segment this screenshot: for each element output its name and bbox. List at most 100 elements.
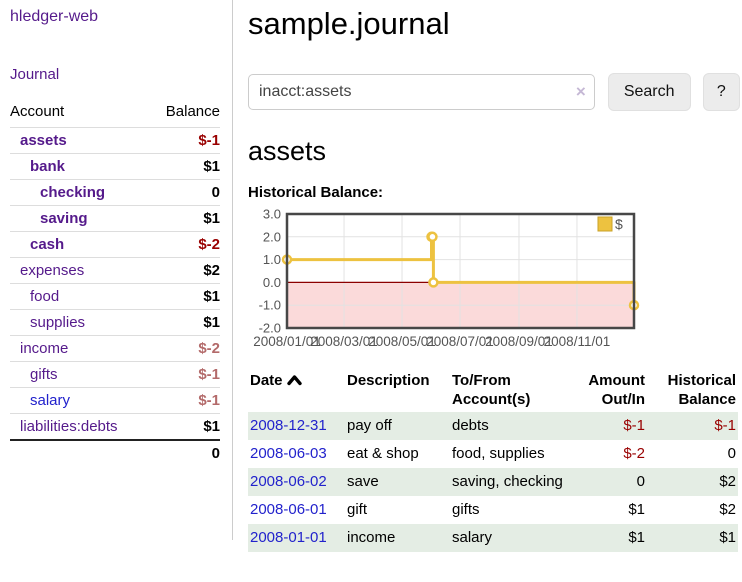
sidebar-item-journal[interactable]: Journal — [10, 66, 60, 83]
transaction-date-link[interactable]: 2008-06-03 — [250, 445, 327, 462]
transaction-description: income — [347, 529, 396, 546]
account-link[interactable]: supplies — [30, 314, 86, 331]
svg-text:3.0: 3.0 — [263, 207, 281, 222]
account-link[interactable]: cash — [30, 236, 65, 253]
app-brand-link[interactable]: hledger-web — [10, 8, 99, 25]
account-row: bank $1 — [10, 153, 220, 180]
account-balance: $1 — [203, 158, 220, 175]
svg-text:2008/07/01: 2008/07/01 — [426, 334, 494, 349]
transaction-balance: $1 — [719, 529, 736, 546]
chart-svg: $3.0 2.0 1.0 0.0 -1.0 -2.02008/01/012008/03/0… — [253, 207, 640, 349]
account-row: supplies $1 — [10, 309, 220, 336]
accounts-header-balance: Balance — [165, 103, 220, 120]
accounts-table-header: Account Balance — [10, 97, 220, 128]
register-header-balance: Historical Balance — [667, 372, 736, 408]
account-heading: assets — [248, 136, 327, 166]
transaction-date-link[interactable]: 2008-12-31 — [250, 417, 327, 434]
transaction-amount: 0 — [636, 473, 645, 490]
account-link[interactable]: liabilities:debts — [20, 418, 118, 435]
account-link[interactable]: expenses — [20, 262, 85, 279]
account-balance: $-1 — [198, 132, 220, 149]
transaction-date-link[interactable]: 2008-06-02 — [250, 473, 327, 490]
clear-search-icon[interactable]: × — [575, 82, 586, 101]
account-link[interactable]: assets — [20, 132, 67, 149]
transaction-balance: $2 — [719, 501, 736, 518]
register-row: 2008-12-31 pay off debts $-1 $-1 — [248, 412, 738, 440]
account-balance: $-2 — [198, 236, 220, 253]
account-row: gifts $-1 — [10, 361, 220, 388]
svg-text:2008/11/01: 2008/11/01 — [544, 334, 611, 349]
help-button[interactable]: ? — [702, 73, 740, 111]
account-link[interactable]: checking — [40, 184, 106, 201]
sidebar: hledger-web Journal Account Balance asse… — [0, 0, 233, 540]
accounts-header-account: Account — [10, 103, 65, 120]
accounts-total-row: 0 — [10, 440, 220, 466]
search-button[interactable]: Search — [607, 73, 691, 111]
transaction-amount: $-1 — [623, 417, 645, 434]
account-balance: $-1 — [198, 392, 220, 409]
account-balance: $1 — [203, 314, 220, 331]
account-row: assets $-1 — [10, 127, 220, 154]
account-row: expenses $2 — [10, 257, 220, 284]
svg-text:$: $ — [615, 216, 623, 232]
transaction-accounts: food, supplies — [452, 445, 545, 462]
transaction-description: eat & shop — [347, 445, 419, 462]
account-link[interactable]: income — [20, 340, 69, 357]
account-link[interactable]: salary — [30, 392, 71, 409]
search-input[interactable] — [248, 74, 595, 110]
account-row: food $1 — [10, 283, 220, 310]
register-row: 2008-06-02 save saving, checking 0 $2 — [248, 468, 738, 496]
account-balance: $1 — [203, 418, 220, 435]
search-input-wrap: × — [248, 74, 595, 110]
account-balance: $1 — [203, 210, 220, 227]
account-link[interactable]: bank — [30, 158, 66, 175]
register-header-date-sort[interactable]: Date — [248, 368, 345, 412]
page-title: sample.journal — [248, 6, 450, 41]
register-table: Date Description To/From Account(s) Amoun… — [248, 368, 738, 552]
transaction-accounts: gifts — [452, 501, 480, 518]
chart-section-label: Historical Balance: — [248, 184, 384, 201]
accounts-total-value: 0 — [211, 445, 220, 462]
account-row: checking 0 — [10, 179, 220, 206]
account-row: liabilities:debts $1 — [10, 413, 220, 441]
transaction-amount: $-2 — [623, 445, 645, 462]
svg-text:2008/03/01: 2008/03/01 — [310, 334, 378, 349]
transaction-balance: 0 — [727, 445, 736, 462]
svg-text:1.0: 1.0 — [263, 252, 281, 267]
svg-text:2.0: 2.0 — [263, 229, 281, 244]
main-content: sample.journal × Search ? assets Histori… — [248, 0, 740, 552]
transaction-description: save — [347, 473, 379, 490]
account-link[interactable]: gifts — [30, 366, 58, 383]
register-header-description: Description — [347, 372, 430, 389]
svg-text:-2.0: -2.0 — [259, 321, 281, 336]
account-row: saving $1 — [10, 205, 220, 232]
register-header-date-label: Date — [250, 372, 283, 389]
account-link[interactable]: food — [30, 288, 60, 305]
account-link[interactable]: saving — [40, 210, 88, 227]
transaction-accounts: saving, checking — [452, 473, 563, 490]
transaction-accounts: debts — [452, 417, 489, 434]
sort-chevron-up-icon — [286, 372, 302, 391]
svg-text:0.0: 0.0 — [263, 275, 281, 290]
account-row: salary $-1 — [10, 387, 220, 414]
transaction-date-link[interactable]: 2008-01-01 — [250, 529, 327, 546]
accounts-table: Account Balance assets $-1 bank $1 checking 0… — [10, 97, 220, 466]
register-header-amount: Amount Out/In — [588, 372, 645, 408]
historical-balance-chart: $3.0 2.0 1.0 0.0 -1.0 -2.0 2008/01/01 2008/03/0… — [248, 206, 742, 354]
svg-text:2008/09/01: 2008/09/01 — [485, 334, 553, 349]
svg-text:2008/01/01: 2008/01/01 — [253, 334, 321, 349]
account-balance: 0 — [211, 184, 220, 201]
account-balance: $-2 — [198, 340, 220, 357]
transaction-date-link[interactable]: 2008-06-01 — [250, 501, 327, 518]
transaction-amount: $1 — [628, 529, 645, 546]
transaction-balance: $2 — [719, 473, 736, 490]
register-row: 2008-06-03 eat & shop food, supplies $-2 0 — [248, 440, 738, 468]
account-row: income $-2 — [10, 335, 220, 362]
transaction-description: pay off — [347, 417, 392, 434]
register-header-row: Date Description To/From Account(s) Amoun… — [248, 368, 738, 412]
account-balance: $2 — [203, 262, 220, 279]
search-bar: × Search ? — [248, 73, 740, 111]
register-row: 2008-06-01 gift gifts $1 $2 — [248, 496, 738, 524]
register-row: 2008-01-01 income salary $1 $1 — [248, 524, 738, 552]
register-header-accounts: To/From Account(s) — [452, 372, 531, 408]
